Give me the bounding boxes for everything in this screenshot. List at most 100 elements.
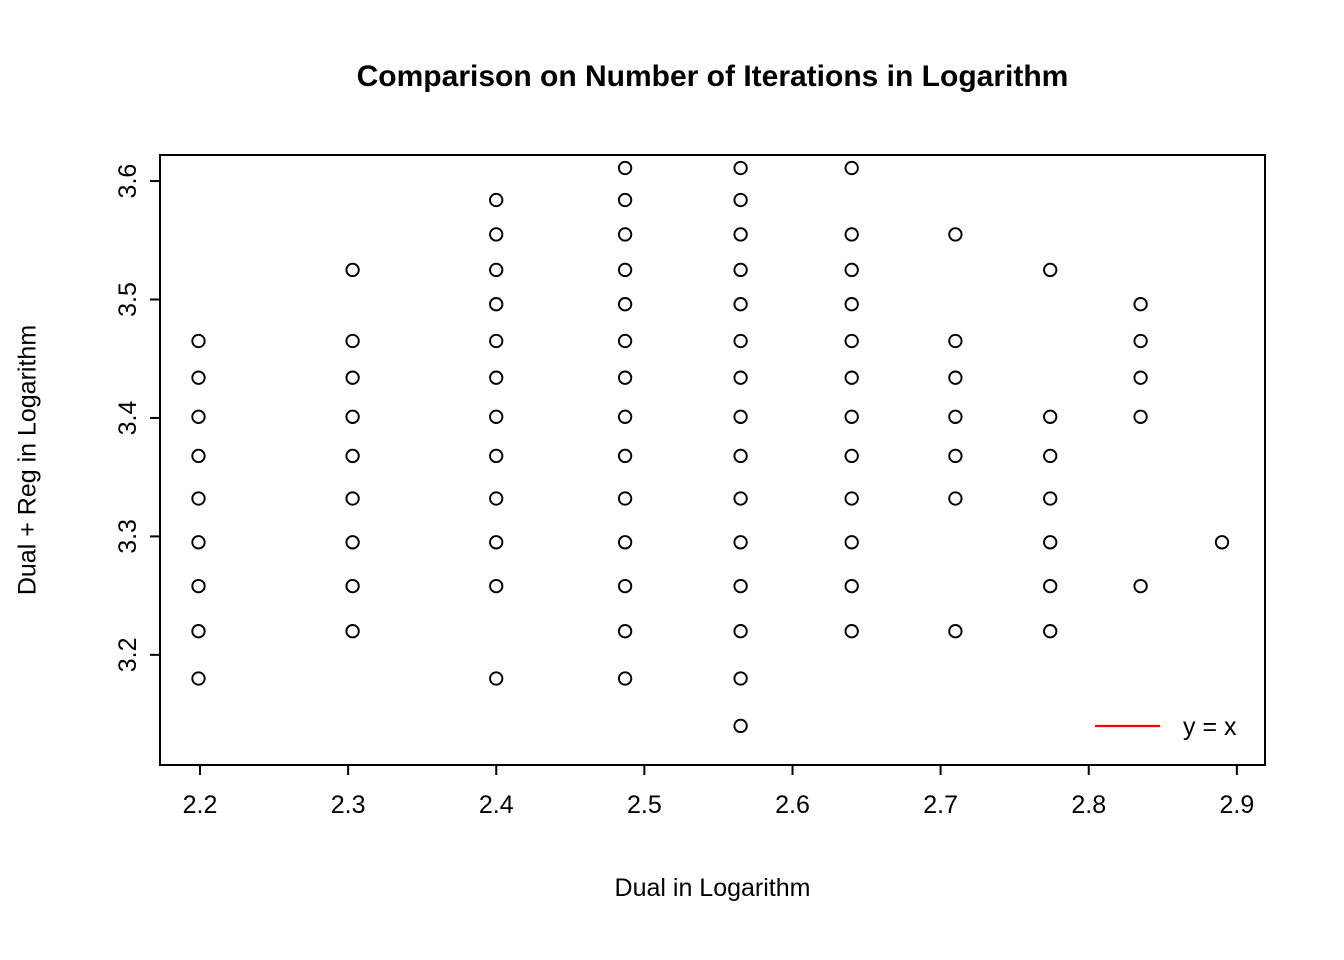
x-tick-label: 2.4 (479, 791, 514, 819)
data-point (733, 262, 748, 278)
data-point (617, 671, 633, 686)
data-point (617, 370, 633, 385)
data-point (844, 448, 859, 464)
data-point (617, 192, 633, 208)
data-point (345, 333, 360, 349)
data-point (489, 370, 504, 385)
data-point (617, 160, 633, 176)
data-point (733, 409, 748, 424)
data-point (617, 297, 633, 312)
chart-title: Comparison on Number of Iterations in Lo… (356, 60, 1069, 93)
data-point (733, 671, 748, 686)
data-point (1214, 535, 1230, 550)
data-point (733, 297, 748, 312)
data-point (617, 262, 633, 278)
data-point (1133, 370, 1148, 385)
data-point (617, 409, 633, 424)
y-tick-label: 3.4 (114, 400, 142, 435)
data-point (948, 448, 963, 464)
data-point (489, 333, 504, 349)
data-point (733, 578, 748, 594)
data-point (489, 535, 504, 550)
data-point (489, 448, 504, 464)
data-point (733, 192, 748, 208)
data-point (844, 624, 859, 639)
data-point (345, 535, 360, 550)
data-point (844, 160, 859, 176)
plot-box (159, 154, 1266, 766)
data-point (733, 624, 748, 639)
data-point (948, 624, 963, 639)
data-point (191, 370, 206, 385)
data-point (617, 535, 633, 550)
data-point (844, 491, 859, 506)
data-point (844, 535, 859, 550)
data-point (489, 227, 504, 242)
data-point (191, 578, 206, 594)
x-tick-label: 2.8 (1071, 791, 1106, 819)
data-point (489, 297, 504, 312)
data-point (191, 535, 206, 550)
data-point (844, 227, 859, 242)
data-point (844, 262, 859, 278)
data-point (489, 491, 504, 506)
data-point (844, 409, 859, 424)
data-point (191, 624, 206, 639)
data-point (1133, 409, 1148, 424)
data-point (489, 192, 504, 208)
data-point (617, 448, 633, 464)
data-point (191, 671, 206, 686)
data-point (1043, 624, 1058, 639)
data-point (191, 409, 206, 424)
data-point (345, 370, 360, 385)
data-point (345, 491, 360, 506)
x-tick-label: 2.9 (1219, 791, 1254, 819)
data-point (948, 227, 963, 242)
data-point (733, 448, 748, 464)
data-point (733, 333, 748, 349)
data-point (617, 333, 633, 349)
data-point (489, 262, 504, 278)
data-point (948, 491, 963, 506)
data-point (733, 718, 748, 734)
x-tick-label: 2.7 (923, 791, 958, 819)
data-point (617, 624, 633, 639)
data-point (617, 227, 633, 242)
data-point (191, 333, 206, 349)
data-point (191, 491, 206, 506)
data-point (733, 491, 748, 506)
data-point (345, 624, 360, 639)
y-tick-label: 3.5 (114, 282, 142, 317)
data-point (191, 448, 206, 464)
data-point (345, 578, 360, 594)
x-tick-label: 2.5 (627, 791, 662, 819)
x-axis-label: Dual in Logarithm (614, 874, 811, 902)
y-tick-label: 3.3 (114, 519, 142, 554)
data-point (948, 370, 963, 385)
data-point (844, 297, 859, 312)
y-axis-label: Dual + Reg in Logarithm (13, 324, 42, 596)
data-point (844, 578, 859, 594)
data-point (345, 409, 360, 424)
data-point (1043, 262, 1058, 278)
data-point (489, 409, 504, 424)
data-point (345, 262, 360, 278)
data-point (733, 160, 748, 176)
x-tick-label: 2.2 (183, 791, 218, 819)
y-tick-label: 3.6 (114, 164, 142, 199)
data-point (1043, 448, 1058, 464)
data-point (733, 535, 748, 550)
legend-label: y = x (1183, 713, 1237, 741)
y-tick-label: 3.2 (114, 637, 142, 672)
data-point (1043, 409, 1058, 424)
x-tick-label: 2.3 (331, 791, 366, 819)
data-point (617, 491, 633, 506)
data-point (733, 370, 748, 385)
data-point (489, 671, 504, 686)
data-point (1043, 491, 1058, 506)
data-point (1043, 578, 1058, 594)
data-point (948, 409, 963, 424)
data-point (844, 370, 859, 385)
